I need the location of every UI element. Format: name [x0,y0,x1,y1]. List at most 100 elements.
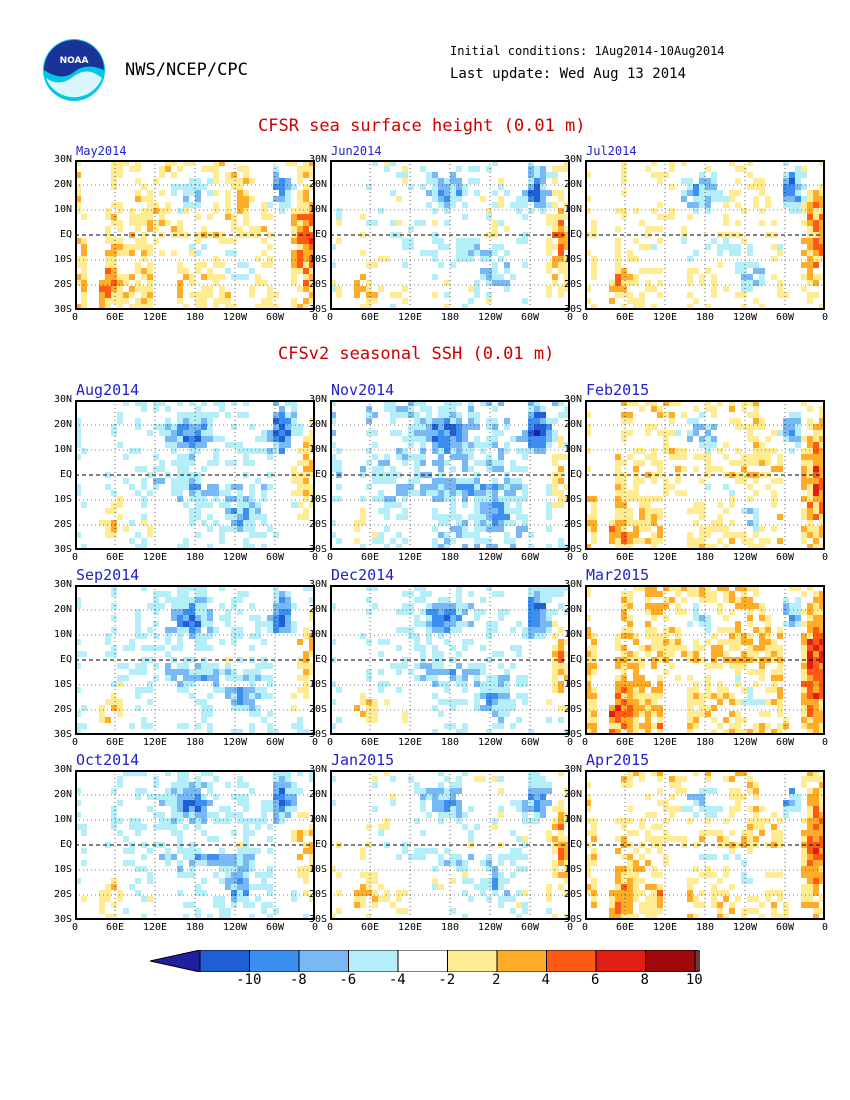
ssh-map [585,160,825,310]
y-tick-label: 10S [308,494,327,505]
x-tick-label: 0 [581,737,589,748]
x-tick-label: 120E [142,737,168,748]
x-tick-label: 120E [397,312,423,323]
y-tick-label: EQ [569,839,582,850]
y-tick-label: 30S [53,544,72,555]
x-tick-label: 180 [185,552,205,563]
y-tick-label: EQ [569,654,582,665]
y-tick-label: 30N [563,154,582,165]
y-tick-label: 30N [53,579,72,590]
y-tick-label: 20S [563,704,582,715]
colorbar-label: 10 [685,972,703,988]
y-tick-label: 30S [53,304,72,315]
panel-title: Nov2014 [331,381,395,399]
colorbar-swatch [348,949,399,973]
y-tick-label: 30S [308,304,327,315]
x-tick-label: 60W [520,552,540,563]
y-tick-label: 30S [53,914,72,925]
y-tick-label: EQ [59,839,72,850]
colorbar-label: 6 [591,972,600,988]
x-tick-label: 180 [185,922,205,933]
colorbar-swatches [149,949,746,973]
x-tick-label: 180 [695,552,715,563]
panel-title: Jul2014 [586,144,637,158]
y-tick-label: 30S [563,729,582,740]
noaa-logo-icon: NOAA [43,39,105,101]
y-tick-label: 10N [53,204,72,215]
x-tick-label: 60W [520,922,540,933]
y-tick-label: 20S [308,279,327,290]
x-tick-label: 60E [105,552,125,563]
y-tick-label: 20S [308,704,327,715]
x-tick-label: 180 [185,312,205,323]
x-tick-label: 120W [222,737,248,748]
x-tick-label: 60E [360,312,380,323]
y-tick-label: 20S [53,889,72,900]
ssh-map [330,770,570,920]
x-tick-label: 60W [265,552,285,563]
y-tick-label: 30S [308,729,327,740]
x-tick-label: 0 [821,922,829,933]
x-tick-label: 60E [615,922,635,933]
y-tick-label: 30N [563,579,582,590]
y-tick-label: 30N [308,154,327,165]
forecast-section-title: CFSv2 seasonal SSH (0.01 m) [278,344,555,364]
y-tick-label: 20S [563,279,582,290]
colorbar-label: -2 [438,972,456,988]
x-tick-label: 180 [440,312,460,323]
colorbar-label: 8 [640,972,649,988]
colorbar-label: 4 [541,972,550,988]
y-tick-label: 10N [563,204,582,215]
org-name: NWS/NCEP/CPC [125,60,248,80]
y-tick-label: 20N [53,419,72,430]
y-tick-label: 30N [308,579,327,590]
y-tick-label: 10S [53,254,72,265]
y-tick-label: 20N [563,179,582,190]
y-tick-label: 30N [563,394,582,405]
x-tick-label: 120E [397,552,423,563]
y-tick-label: 10N [563,629,582,640]
x-tick-label: 60W [520,737,540,748]
x-tick-label: 180 [695,737,715,748]
x-tick-label: 0 [821,737,829,748]
y-tick-label: 20N [563,604,582,615]
panel-title: Oct2014 [76,751,140,769]
y-tick-label: 20S [53,519,72,530]
y-tick-label: 10N [563,444,582,455]
y-tick-label: 20S [563,889,582,900]
x-tick-label: 60W [265,312,285,323]
x-tick-label: 60W [775,552,795,563]
colorbar-swatch [694,949,746,973]
y-tick-label: 10S [53,864,72,875]
ssh-map [75,400,315,550]
y-tick-label: 10S [308,864,327,875]
x-tick-label: 60W [775,312,795,323]
colorbar-label: 2 [492,972,501,988]
y-tick-label: 20N [53,604,72,615]
y-tick-label: 20S [53,704,72,715]
panel-title: Feb2015 [586,381,650,399]
x-tick-label: 180 [440,552,460,563]
y-tick-label: 30N [308,394,327,405]
colorbar [149,949,746,973]
colorbar-swatch [645,949,696,973]
x-tick-label: 120E [142,922,168,933]
colorbar-swatch [496,949,547,973]
x-tick-label: 180 [185,737,205,748]
x-tick-label: 0 [311,552,319,563]
y-tick-label: EQ [314,654,327,665]
x-tick-label: 0 [326,922,334,933]
y-tick-label: 10S [563,494,582,505]
y-tick-label: 10S [563,679,582,690]
x-tick-label: 120W [732,552,758,563]
y-tick-label: 30S [308,914,327,925]
y-tick-label: 20N [308,419,327,430]
y-tick-label: EQ [314,839,327,850]
colorbar-swatch [595,949,646,973]
x-tick-label: 0 [566,737,574,748]
x-tick-label: 0 [71,552,79,563]
x-tick-label: 120W [222,922,248,933]
y-tick-label: EQ [59,469,72,480]
x-tick-label: 120W [222,312,248,323]
y-tick-label: 20S [308,889,327,900]
